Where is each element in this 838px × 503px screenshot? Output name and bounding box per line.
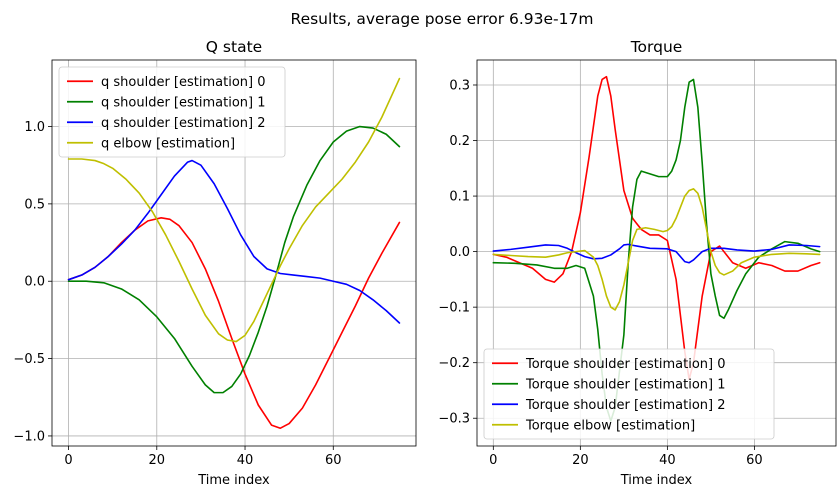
series-line-3 [492, 188, 821, 311]
legend[interactable]: q shoulder [estimation] 0 q shoulder [est… [58, 66, 286, 158]
legend-label: Torque shoulder [estimation] 2 [525, 398, 726, 413]
series-line-2 [492, 243, 821, 264]
y-tick-label: −0.1 [438, 301, 470, 316]
legend-label: q shoulder [estimation] 2 [101, 116, 266, 131]
x-tick-label: 0 [489, 453, 497, 468]
series-line-1 [67, 125, 401, 394]
axes-frame [51, 59, 417, 447]
legend-box [483, 348, 775, 440]
x-axis-label: Time index [197, 473, 270, 488]
chart-title: Torque [630, 38, 683, 56]
y-tick-label: −0.5 [13, 352, 45, 367]
legend-box [58, 66, 286, 158]
legend-label: Torque shoulder [estimation] 0 [525, 357, 726, 372]
y-tick-label: −0.3 [438, 412, 470, 427]
series-line-2 [67, 159, 401, 324]
y-tick-label: 1.0 [24, 120, 45, 135]
x-tick-label: 60 [746, 453, 763, 468]
chart-q-state: 0 20 40 60 −1.0 −0.5 0.0 0.5 1.0 Q state Time in… [13, 38, 417, 488]
legend[interactable]: Torque shoulder [estimation] 0 Torque sho… [483, 348, 775, 440]
series-lines [67, 77, 401, 430]
series-line-3 [67, 77, 401, 343]
chart-torque: 0 20 40 60 −0.3 −0.2 −0.1 0.0 0.1 0.2 0.3 Torque T… [438, 38, 837, 488]
series-line-0 [67, 217, 401, 430]
axis-ticks: 0 20 40 60 −1.0 −0.5 0.0 0.5 1.0 [13, 120, 341, 468]
legend-label: q shoulder [estimation] 0 [101, 75, 266, 90]
figure-suptitle: Results, average pose error 6.93e-17m [291, 10, 594, 28]
series-line-1 [492, 78, 821, 422]
y-tick-label: 0.2 [449, 134, 470, 149]
x-tick-label: 20 [572, 453, 589, 468]
legend-label: Torque shoulder [estimation] 1 [525, 377, 726, 392]
axis-ticks: 0 20 40 60 −0.3 −0.2 −0.1 0.0 0.1 0.2 0.3 [438, 78, 762, 468]
x-tick-label: 40 [659, 453, 676, 468]
y-tick-label: 0.0 [449, 245, 470, 260]
y-tick-label: 0.0 [24, 275, 45, 290]
series-lines [492, 75, 821, 422]
axes-frame [476, 59, 837, 447]
legend-label: q elbow [estimation] [101, 136, 235, 151]
legend-label: q shoulder [estimation] 1 [101, 95, 266, 110]
x-tick-label: 40 [237, 453, 254, 468]
x-axis-label: Time index [620, 473, 693, 488]
x-tick-label: 0 [64, 453, 72, 468]
y-tick-label: 0.1 [449, 190, 470, 205]
series-line-0 [492, 75, 821, 381]
x-tick-label: 20 [149, 453, 166, 468]
y-tick-label: 0.5 [24, 197, 45, 212]
chart-title: Q state [206, 38, 262, 56]
y-tick-label: 0.3 [449, 78, 470, 93]
x-tick-label: 60 [325, 453, 342, 468]
legend-label: Torque elbow [estimation] [525, 418, 695, 433]
y-tick-label: −0.2 [438, 356, 470, 371]
y-tick-label: −1.0 [13, 429, 45, 444]
